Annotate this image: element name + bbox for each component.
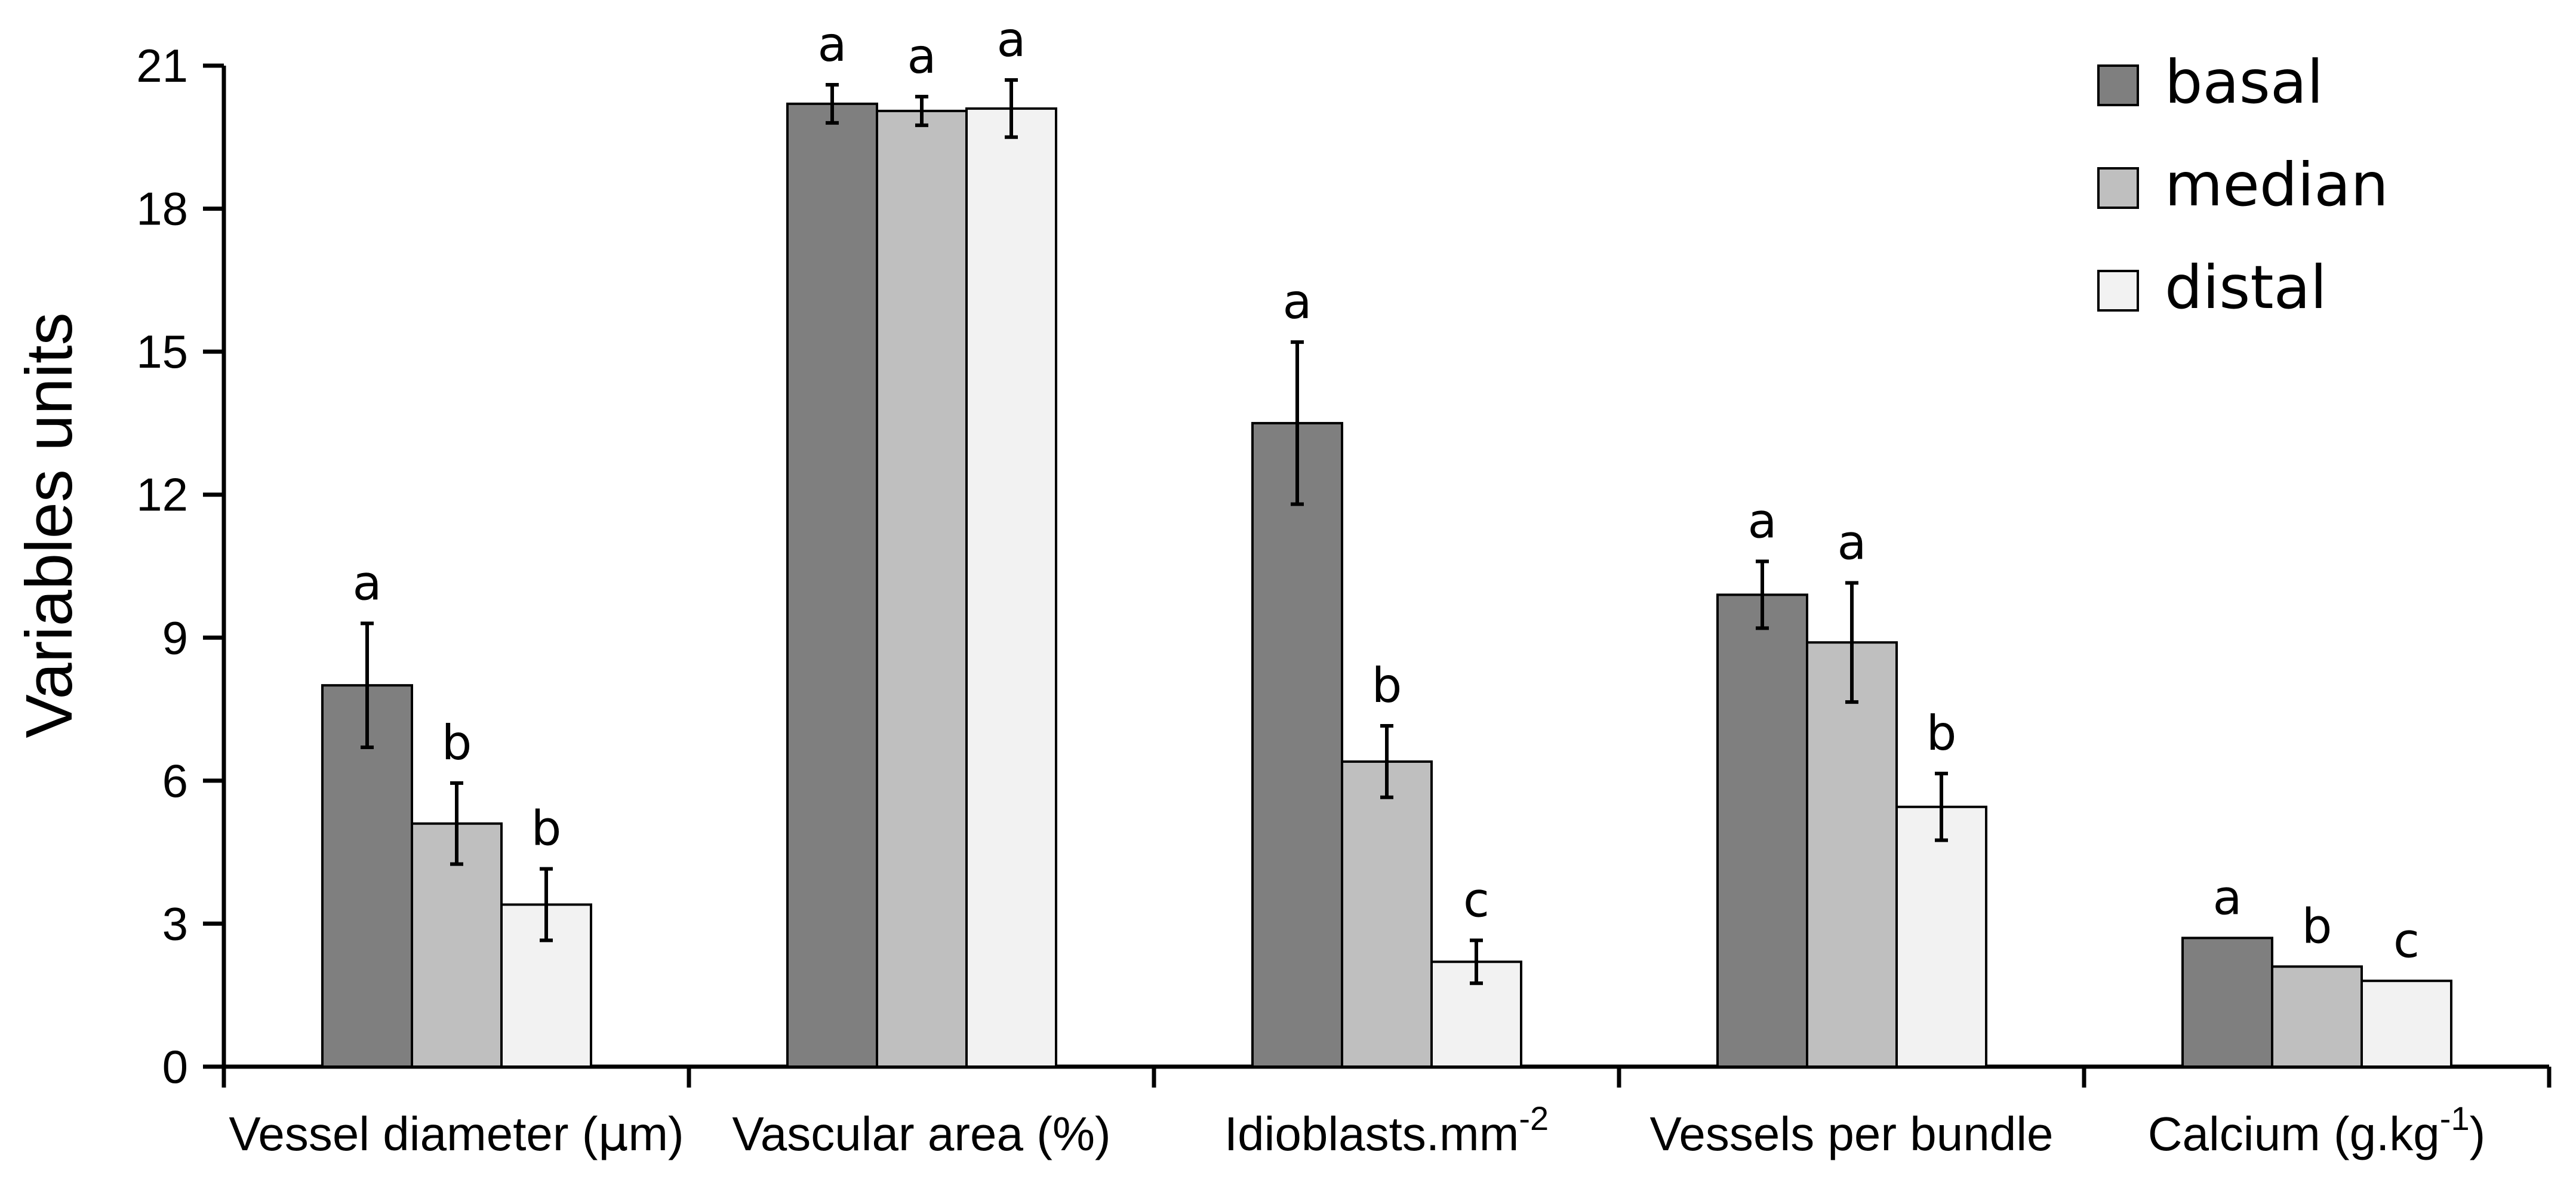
significance-letter: b: [2302, 898, 2332, 954]
category-label-text: Idioblasts.mm: [1224, 1107, 1519, 1160]
y-tick-label: 6: [162, 754, 188, 807]
legend-swatch-distal: [2097, 270, 2139, 312]
significance-letter: a: [2212, 870, 2242, 925]
legend: basal median distal: [2097, 47, 2389, 322]
category-superscript: -1: [2440, 1099, 2470, 1137]
x-category-label: Vessels per bundle: [1649, 1107, 2053, 1160]
legend-label-basal: basal: [2165, 47, 2323, 117]
bars-group: a a a a a b a b a b b a c b c: [321, 12, 2452, 1068]
y-axis-title: Variables units: [13, 312, 86, 738]
bar-basal: [786, 102, 878, 1068]
legend-swatch-basal: [2097, 64, 2139, 106]
bar-basal: [1716, 593, 1808, 1068]
bar-distal: [965, 107, 1057, 1068]
significance-letter: a: [996, 12, 1026, 67]
bar-distal: [1895, 805, 1987, 1068]
bar-basal: [1251, 421, 1343, 1068]
significance-letter: a: [352, 555, 381, 611]
bar-basal: [2181, 937, 2273, 1068]
category-label-tail: ): [2470, 1107, 2486, 1160]
y-tick-label: 15: [136, 325, 188, 378]
bar-distal: [2360, 980, 2452, 1068]
x-category-label: Vascular area (%): [732, 1107, 1110, 1160]
category-label-text: Vessels per bundle: [1649, 1107, 2053, 1160]
bar-median: [1341, 760, 1433, 1068]
category-superscript: -2: [1519, 1099, 1549, 1137]
category-label-text: Vessel diameter (: [229, 1107, 598, 1160]
bar-median: [876, 109, 968, 1068]
x-category-label: Vessel diameter (μm): [229, 1106, 684, 1162]
significance-letter: a: [1747, 494, 1777, 549]
category-label-rest: m): [628, 1107, 684, 1160]
bar-basal: [321, 684, 413, 1068]
legend-label-distal: distal: [2165, 252, 2327, 322]
x-category-label: Calcium (g.kg-1): [2148, 1099, 2485, 1160]
significance-letter: c: [2393, 913, 2420, 968]
bar-median: [2271, 965, 2363, 1068]
significance-letter: a: [907, 29, 936, 84]
significance-letter: c: [1463, 872, 1489, 928]
significance-letter: a: [817, 17, 847, 72]
bar-median: [1806, 641, 1898, 1068]
x-category-label: Idioblasts.mm-2: [1224, 1099, 1549, 1160]
significance-letter: b: [1372, 658, 1402, 713]
significance-letter: a: [1837, 515, 1866, 570]
legend-label-median: median: [2165, 150, 2389, 220]
y-axis: 0 3 6 9 12 15 18 21: [136, 39, 226, 1093]
y-tick-label: 12: [136, 469, 188, 521]
significance-letter: b: [442, 715, 472, 771]
x-axis: Vessel diameter (μm) Vascular area (%) Idi…: [221, 1064, 2552, 1162]
y-tick-label: 21: [136, 39, 188, 92]
significance-letter: b: [1926, 706, 1957, 761]
y-tick-label: 18: [136, 183, 188, 235]
mu-symbol: μ: [598, 1106, 628, 1162]
legend-swatch-median: [2097, 167, 2139, 209]
y-tick-label: 3: [162, 897, 188, 950]
category-label-text: Vascular area (%): [732, 1107, 1110, 1160]
significance-letter: b: [531, 801, 562, 857]
y-tick-label: 0: [162, 1040, 188, 1093]
category-label-text: Calcium (g.kg: [2148, 1107, 2440, 1160]
y-tick-label: 9: [162, 611, 188, 664]
significance-letter: a: [1282, 274, 1312, 329]
